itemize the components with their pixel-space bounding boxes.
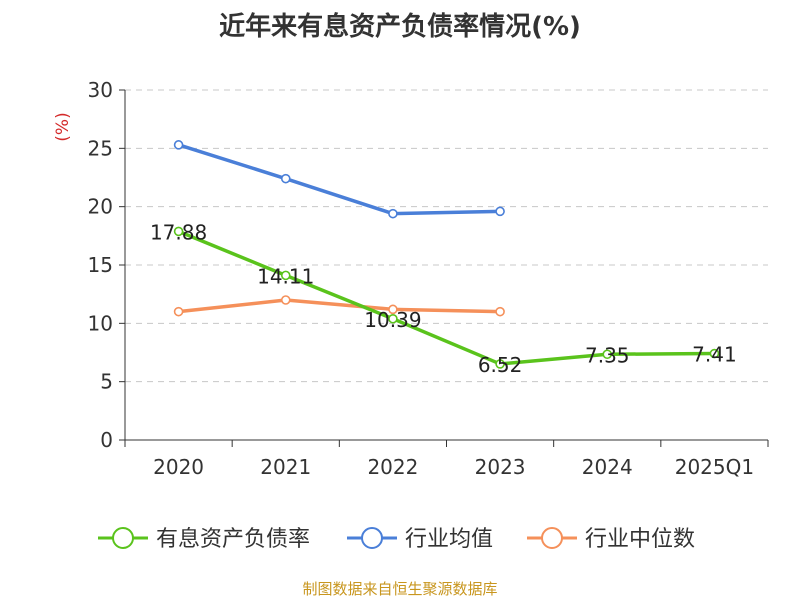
- data-point: [495, 206, 505, 217]
- data-point: [602, 349, 613, 360]
- source-note: 制图数据来自恒生聚源数据库: [302, 580, 498, 598]
- series-lines: [173, 140, 720, 369]
- data-point: [495, 359, 505, 369]
- data-point: [173, 140, 184, 150]
- x-tick-label: 2025Q1: [675, 455, 754, 479]
- x-tick-label: 2021: [260, 455, 311, 479]
- data-point: [388, 208, 398, 219]
- data-label: 14.11: [257, 264, 314, 288]
- chart-title: 近年来有息资产负债率情况(%): [219, 12, 581, 42]
- data-point: [173, 226, 184, 237]
- y-tick-label: 25: [88, 136, 113, 160]
- data-label: 6.52: [478, 353, 523, 377]
- data-label: 7.35: [585, 343, 630, 367]
- legend-marker: [541, 527, 563, 549]
- x-tick-label: 2024: [582, 455, 633, 479]
- legend-label: 行业均值: [405, 527, 493, 552]
- series-line: [178, 298, 501, 314]
- legend-label: 行业中位数: [585, 527, 695, 552]
- legend: 有息资产负债率 行业均值 行业中位数: [98, 527, 695, 552]
- x-tick-label: 2023: [475, 455, 526, 479]
- data-point: [280, 270, 291, 281]
- legend-marker: [112, 527, 134, 549]
- x-tick-label: 2022: [367, 455, 418, 479]
- data-labels: 17.88 14.11 10.39 6.52 7.35 7.41: [150, 220, 737, 377]
- data-point: [280, 295, 291, 305]
- y-tick-label: 0: [100, 428, 113, 452]
- data-point: [280, 173, 291, 184]
- y-tick-label: 10: [88, 311, 113, 335]
- y-tick-label: 30: [88, 78, 113, 102]
- series-line: [178, 143, 501, 216]
- y-tick-label: 20: [88, 195, 113, 219]
- y-tick-label: 15: [88, 253, 113, 277]
- y-tick-label: 5: [100, 370, 113, 394]
- grid-lines: [125, 89, 768, 383]
- data-point: [495, 306, 505, 317]
- data-point: [173, 306, 184, 317]
- data-point: [388, 304, 398, 315]
- y-axis-label: (%): [53, 112, 73, 141]
- data-point: [709, 348, 720, 359]
- legend-label: 有息资产负债率: [156, 527, 310, 552]
- series-line: [177, 229, 715, 366]
- axes: 0 5 10 15 20 25 30 (%) 2020 2021 2022 2023 2024 2025Q…: [53, 78, 769, 479]
- data-label: 10.39: [364, 308, 421, 332]
- x-tick-label: 2020: [153, 455, 204, 479]
- data-point: [388, 313, 398, 324]
- data-label: 17.88: [150, 220, 207, 244]
- legend-marker: [361, 527, 383, 549]
- data-label: 7.41: [692, 343, 737, 367]
